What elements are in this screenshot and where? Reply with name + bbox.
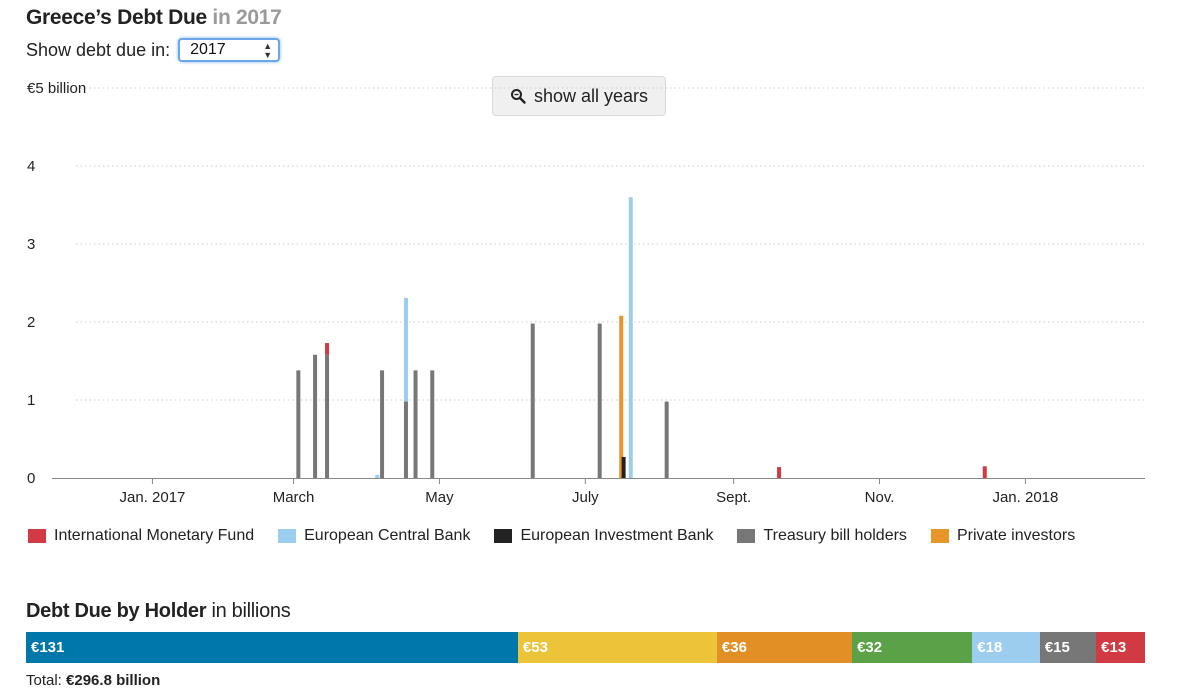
legend-label: Treasury bill holders	[763, 527, 907, 544]
title-main: Greece’s Debt Due	[26, 6, 207, 29]
holder-segment: €32	[852, 632, 973, 663]
x-tick-label: March	[273, 489, 315, 506]
legend-label: European Central Bank	[304, 527, 471, 544]
y-tick-label: 3	[27, 236, 35, 253]
bar-treasury	[325, 354, 330, 478]
y-tick-label: 0	[27, 470, 35, 487]
debt-chart: 0 1 2 3 4 €5 billion Jan. 2017 March May July Sept…	[27, 80, 1145, 506]
bar-private	[619, 315, 624, 478]
legend-item: Treasury bill holders	[737, 527, 907, 545]
x-tick-label: Jan. 2017	[120, 489, 186, 506]
year-select[interactable]: 2017 ▲ ▼	[178, 38, 281, 62]
x-tick-label: July	[572, 489, 599, 506]
x-tick-label: Nov.	[865, 489, 895, 506]
bar-eib	[621, 456, 626, 478]
holder-segment: €15	[1039, 632, 1097, 663]
y-tick-label: €5 billion	[27, 80, 86, 97]
legend-item: Private investors	[930, 527, 1076, 545]
legend-swatch	[737, 529, 756, 543]
magnifier-icon	[510, 89, 526, 104]
bar-imf	[777, 467, 782, 478]
holder-segment: €13	[1096, 632, 1145, 663]
legend-item: International Monetary Fund	[28, 527, 254, 545]
holder-title-main: Debt Due by Holder	[26, 600, 207, 622]
chart-legend: International Monetary Fund European Cent…	[28, 527, 1099, 545]
y-tick-label: 2	[27, 314, 35, 331]
total-label: Total:	[26, 672, 62, 689]
x-tick-label: Jan. 2018	[992, 489, 1058, 506]
total-value: €296.8 billion	[66, 672, 161, 689]
legend-swatch	[494, 529, 513, 543]
legend-swatch	[278, 529, 297, 543]
year-selector-row: Show debt due in: 2017 ▲ ▼	[26, 38, 281, 62]
legend-label: Private investors	[956, 527, 1076, 544]
y-tick-label: 1	[27, 392, 35, 409]
bar-imf	[325, 343, 330, 355]
year-select-label: Show debt due in:	[26, 39, 171, 60]
year-select-value: 2017	[190, 41, 226, 58]
bar-ecb	[403, 297, 408, 402]
x-tick-label: Sept.	[716, 489, 751, 506]
bar-ecb	[375, 474, 380, 478]
holder-segment: €36	[716, 632, 853, 663]
y-tick-label: 4	[27, 158, 35, 175]
legend-label: European Investment Bank	[520, 527, 714, 544]
legend-swatch	[930, 529, 949, 543]
title-year: in 2017	[206, 6, 282, 29]
legend-item: European Investment Bank	[494, 527, 713, 545]
chart-title: Greece’s Debt Due in 2017	[26, 6, 282, 30]
x-tick-label: May	[425, 489, 454, 506]
bar-treasury	[403, 401, 408, 478]
show-all-years-button[interactable]: show all years	[492, 76, 666, 116]
holder-bar: €131 €53 €36 €32 €18 €15 €13	[26, 632, 1145, 663]
bar-treasury	[597, 323, 602, 478]
legend-label: International Monetary Fund	[54, 527, 255, 544]
bar-imf	[982, 466, 987, 478]
holder-segment: €18	[972, 632, 1040, 663]
bar-treasury	[380, 370, 385, 478]
bar-treasury	[296, 370, 301, 478]
total-line: Total: €296.8 billion	[26, 672, 160, 689]
select-arrows-icon: ▲ ▼	[263, 41, 273, 60]
bar-treasury	[313, 354, 318, 478]
bar-treasury	[664, 401, 669, 478]
legend-swatch	[28, 529, 46, 543]
holder-chart-title: Debt Due by Holder in billions	[26, 600, 291, 623]
bar-treasury	[413, 370, 418, 478]
show-all-years-label: show all years	[533, 85, 649, 106]
bar-ecb	[628, 197, 633, 478]
holder-segment: €53	[517, 632, 717, 663]
holder-title-suffix: in billions	[206, 600, 291, 622]
holder-segment: €131	[26, 632, 518, 663]
bar-treasury	[430, 370, 435, 478]
legend-item: European Central Bank	[278, 527, 470, 545]
bar-treasury	[530, 323, 535, 478]
